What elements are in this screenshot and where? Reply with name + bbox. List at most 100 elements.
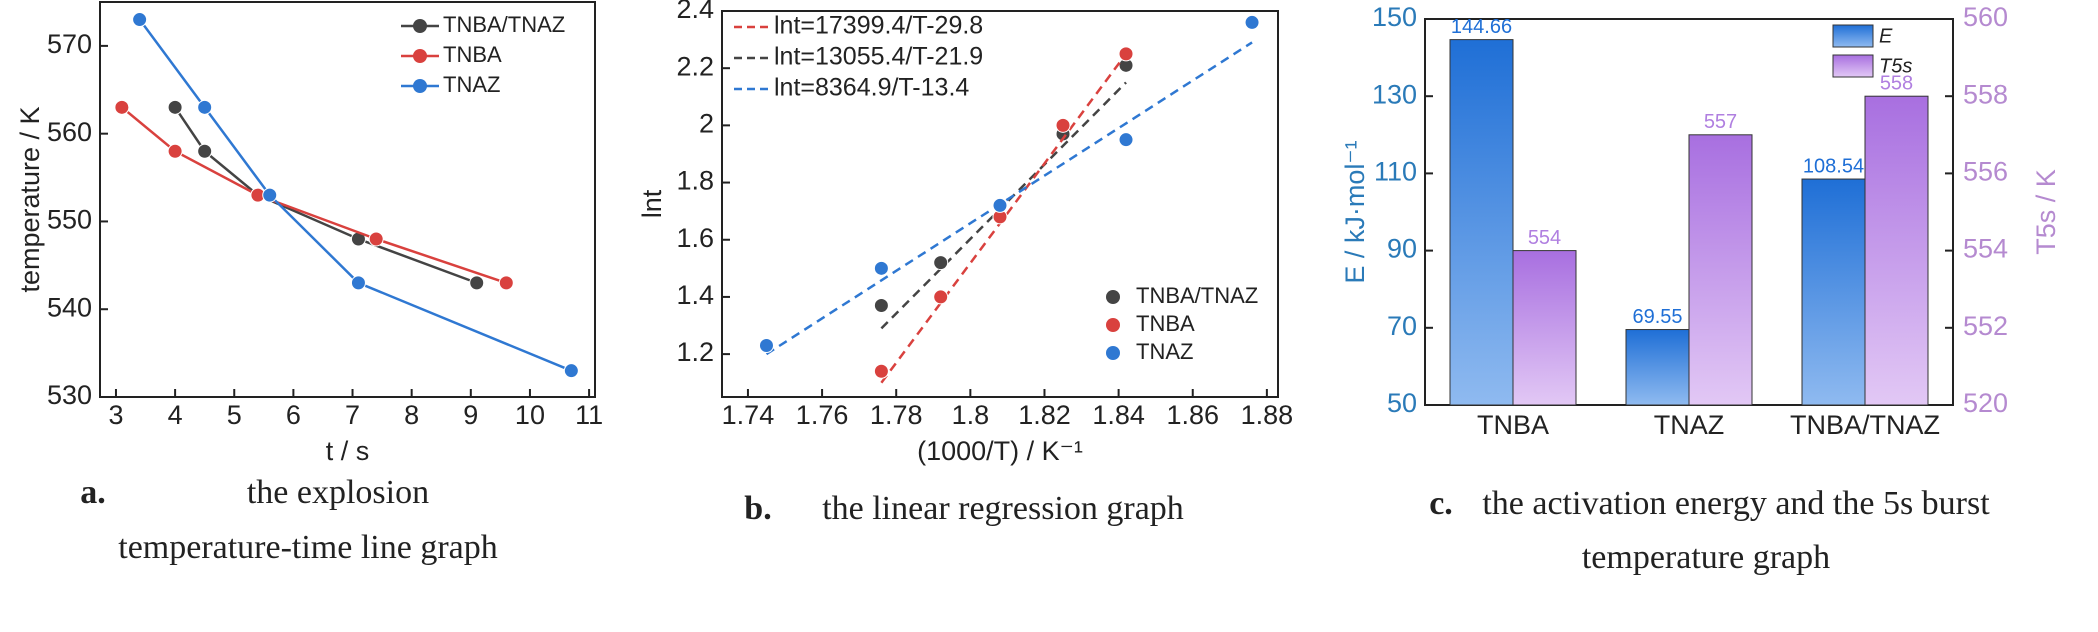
legend-label: TNBA bbox=[1136, 311, 1195, 336]
legend-label: TNAZ bbox=[443, 72, 500, 97]
point bbox=[563, 363, 579, 379]
point bbox=[469, 275, 485, 291]
point bbox=[873, 260, 889, 276]
legend-marker bbox=[1106, 318, 1120, 332]
bar bbox=[1512, 250, 1577, 406]
point bbox=[197, 99, 213, 115]
legend-label: TNBA bbox=[443, 42, 502, 67]
point bbox=[933, 255, 949, 271]
x-tick-label: 8 bbox=[404, 400, 419, 430]
fit-line bbox=[765, 41, 1253, 356]
y-tick-label: 1.8 bbox=[676, 166, 714, 196]
caption: temperature graph bbox=[1582, 539, 1830, 576]
caption: the linear regression graph bbox=[822, 490, 1184, 527]
point bbox=[873, 298, 889, 314]
legend-swatch bbox=[1832, 54, 1874, 78]
x-tick-label: 7 bbox=[345, 400, 360, 430]
legend-label: E bbox=[1879, 25, 1893, 47]
bar bbox=[1864, 95, 1929, 406]
plot-frame bbox=[721, 10, 1279, 398]
y-tick-label: 130 bbox=[1372, 79, 1417, 109]
y-tick-label: 2.2 bbox=[676, 51, 714, 81]
x-tick-label: 1.76 bbox=[796, 400, 849, 430]
legend-label: TNBA/TNAZ bbox=[443, 12, 565, 37]
point bbox=[197, 143, 213, 159]
point bbox=[368, 231, 384, 247]
bar bbox=[1688, 134, 1753, 406]
x-axis-label: (1000/T) / K⁻¹ bbox=[917, 436, 1083, 466]
point bbox=[758, 338, 774, 354]
y2-tick-label: 552 bbox=[1963, 311, 2008, 341]
x-tick-label: TNAZ bbox=[1654, 410, 1725, 440]
point bbox=[992, 197, 1008, 213]
legend-marker bbox=[1106, 346, 1120, 360]
legend-marker bbox=[413, 79, 427, 93]
point bbox=[167, 143, 183, 159]
x-tick-label: 1.78 bbox=[870, 400, 923, 430]
y2-tick-label: 556 bbox=[1963, 157, 2008, 187]
y-tick-label: 1.4 bbox=[676, 280, 714, 310]
legend-marker bbox=[413, 19, 427, 33]
bar bbox=[1625, 329, 1690, 406]
point bbox=[167, 99, 183, 115]
series-line bbox=[121, 106, 507, 285]
point bbox=[1244, 14, 1260, 30]
x-tick-label: 1.82 bbox=[1018, 400, 1071, 430]
y-tick-label: 2.4 bbox=[676, 0, 714, 24]
y-tick-label: 570 bbox=[47, 29, 92, 59]
x-tick-label: 1.8 bbox=[952, 400, 990, 430]
y-tick-label: 1.2 bbox=[676, 337, 714, 367]
y-tick-label: 530 bbox=[47, 380, 92, 410]
point bbox=[873, 363, 889, 379]
series-line bbox=[138, 18, 572, 372]
value-label: 558 bbox=[1880, 72, 1913, 94]
y-tick-label: 150 bbox=[1372, 2, 1417, 32]
value-label: 554 bbox=[1528, 227, 1561, 249]
x-tick-label: TNBA bbox=[1477, 410, 1549, 440]
y-tick-label: 90 bbox=[1387, 234, 1417, 264]
y2-axis-label: T5s / K bbox=[2031, 169, 2061, 255]
x-tick-label: 5 bbox=[227, 400, 242, 430]
bar bbox=[1801, 178, 1866, 406]
value-label: 144.66 bbox=[1451, 16, 1512, 38]
point bbox=[132, 12, 148, 28]
y-tick-label: 1.6 bbox=[676, 223, 714, 253]
fit-label: lnt=13055.4/T-21.9 bbox=[774, 43, 983, 71]
x-tick-label: 10 bbox=[515, 400, 545, 430]
y-axis-label: lnt bbox=[637, 189, 667, 218]
point bbox=[1118, 46, 1134, 62]
fit-label: lnt=8364.9/T-13.4 bbox=[774, 74, 969, 102]
legend-marker bbox=[1106, 290, 1120, 304]
point bbox=[933, 289, 949, 305]
caption-label: b. bbox=[744, 490, 771, 527]
y-tick-label: 560 bbox=[47, 117, 92, 147]
x-tick-label: 11 bbox=[575, 400, 603, 430]
x-tick-label: 6 bbox=[286, 400, 301, 430]
y2-tick-label: 560 bbox=[1963, 2, 2008, 32]
caption-label: a. bbox=[80, 474, 106, 511]
x-axis-label: t / s bbox=[326, 436, 370, 466]
point bbox=[114, 99, 130, 115]
legend-marker bbox=[413, 49, 427, 63]
x-tick-label: 1.86 bbox=[1166, 400, 1219, 430]
caption-label: c. bbox=[1429, 485, 1453, 522]
bar bbox=[1449, 39, 1514, 406]
x-tick-label: 1.84 bbox=[1092, 400, 1145, 430]
x-tick-label: 3 bbox=[108, 400, 123, 430]
x-tick-label: 4 bbox=[168, 400, 183, 430]
legend-swatch bbox=[1832, 24, 1874, 48]
point bbox=[350, 275, 366, 291]
point bbox=[498, 275, 514, 291]
legend-label: T5s bbox=[1879, 55, 1912, 77]
point bbox=[262, 187, 278, 203]
fit-line bbox=[880, 53, 1128, 384]
y-tick-label: 110 bbox=[1374, 157, 1417, 187]
caption: the explosion bbox=[247, 474, 429, 511]
value-label: 557 bbox=[1704, 111, 1737, 133]
caption: temperature-time line graph bbox=[118, 529, 498, 566]
y-axis-label: E / kJ·mol⁻¹ bbox=[1340, 140, 1370, 283]
caption: the activation energy and the 5s burst bbox=[1482, 485, 1990, 522]
legend-label: TNBA/TNAZ bbox=[1136, 283, 1258, 308]
plot-frame bbox=[99, 1, 596, 398]
